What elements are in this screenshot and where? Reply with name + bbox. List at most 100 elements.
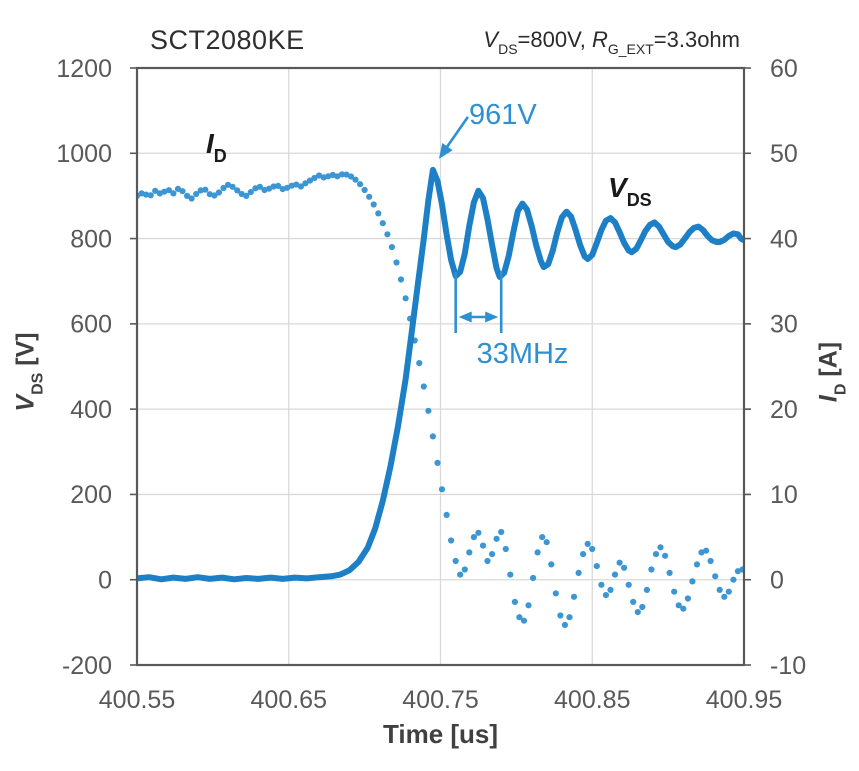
x-tick-label: 400.55 — [99, 686, 175, 714]
y-left-axis-subscript: DS — [29, 372, 47, 395]
vds-curve-subscript: DS — [626, 189, 652, 210]
peak-annotation-arrowhead — [438, 143, 453, 159]
x-axis-title: Time [us] — [382, 719, 499, 749]
id-trace-dot — [493, 535, 500, 542]
id-trace-dot — [443, 511, 450, 518]
ring-measure-arrowhead-right — [485, 311, 499, 323]
trace-group — [136, 166, 745, 629]
y-right-tick-label: 40 — [770, 225, 798, 253]
id-trace-dot — [652, 551, 660, 558]
id-trace-dot — [643, 586, 651, 594]
id-trace-dot — [730, 576, 737, 583]
id-trace-dot — [402, 295, 409, 302]
y-right-tick-label: 50 — [770, 140, 798, 168]
condition-rg-value: =3.3ohm — [653, 27, 740, 52]
id-trace-dot — [630, 598, 637, 606]
id-trace-dot — [648, 566, 655, 573]
y-right-tick-label: -10 — [770, 652, 806, 680]
id-trace-dot — [530, 574, 537, 582]
vds-trace — [136, 166, 745, 583]
x-tick-label: 400.65 — [251, 686, 327, 714]
y-left-tick-label: 600 — [70, 311, 112, 339]
id-trace-dot — [479, 542, 487, 549]
id-trace-dot — [184, 192, 191, 199]
id-trace-dot — [429, 433, 436, 440]
id-trace-dot — [152, 187, 159, 194]
id-trace-dot — [302, 180, 309, 187]
id-trace-dot — [489, 551, 496, 558]
id-trace-dot — [147, 192, 154, 199]
id-trace-dot — [275, 182, 282, 189]
id-trace-dot — [671, 588, 678, 595]
y-left-axis-symbol: V — [11, 394, 40, 412]
id-trace-dot — [566, 614, 573, 621]
vds-curve-label: VDS — [608, 172, 652, 210]
id-trace-dot — [375, 210, 382, 217]
id-trace-dot — [507, 571, 514, 578]
id-trace-dot — [557, 612, 564, 619]
x-tick-label: 400.75 — [402, 686, 478, 714]
id-trace-dot — [143, 191, 150, 198]
id-trace-dot — [438, 486, 446, 493]
id-trace-dot — [357, 181, 364, 188]
id-trace-dot — [675, 602, 682, 609]
id-trace-dot — [170, 190, 177, 197]
id-trace-dot — [202, 186, 209, 193]
id-trace-dot — [361, 186, 368, 194]
id-trace-dot — [338, 171, 345, 178]
x-tick-label: 400.95 — [706, 686, 782, 714]
id-trace-dot — [707, 557, 714, 565]
id-trace-dot — [570, 593, 578, 600]
y-left-axis-title: VDS [V] — [11, 332, 47, 412]
condition-rg-symbol: R — [591, 27, 608, 52]
id-trace-dot — [680, 605, 687, 612]
id-trace-dot — [347, 173, 355, 180]
ring-measure-arrowhead-left — [458, 311, 472, 323]
id-trace-dot — [352, 176, 359, 183]
id-trace-dot — [215, 189, 222, 196]
y-left-tick-label: 1200 — [56, 55, 112, 83]
id-trace-dot — [197, 187, 204, 194]
id-curve-subscript: D — [213, 145, 227, 166]
id-trace-dot — [712, 573, 719, 580]
y-right-axis-subscript: D — [832, 383, 850, 396]
id-trace-dot — [416, 360, 423, 367]
y-left-tick-label: 1000 — [56, 140, 112, 168]
id-curve-symbol: I — [206, 128, 214, 159]
id-trace-dot — [516, 614, 523, 621]
id-trace-dot — [580, 551, 587, 558]
condition-rg-subscript: G_EXT — [607, 41, 654, 58]
id-trace-dot — [470, 534, 477, 541]
id-trace-dot — [311, 174, 318, 182]
id-trace-dot — [452, 557, 459, 565]
y-left-tick-label: 400 — [70, 396, 112, 424]
id-trace-dot — [457, 571, 464, 578]
id-trace-dot — [634, 609, 641, 616]
ringing-frequency-annotation: 33MHz — [476, 338, 569, 370]
chart-title: SCT2080KE — [150, 25, 305, 55]
id-trace-dot — [607, 586, 614, 594]
id-trace-dot — [561, 621, 569, 629]
condition-vds-symbol: V — [483, 27, 499, 52]
id-trace-dot — [297, 183, 304, 190]
id-trace-dot — [625, 581, 632, 588]
y-left-tick-label: 200 — [70, 481, 112, 509]
condition-vds-subscript: DS — [498, 41, 518, 58]
id-trace-dot — [193, 190, 200, 198]
id-trace-dot — [693, 561, 701, 568]
id-trace-dot — [388, 244, 395, 251]
id-trace-dot — [211, 192, 218, 199]
id-curve-label: ID — [206, 128, 227, 166]
id-trace-dot — [179, 188, 186, 195]
y-right-axis-symbol: I — [814, 395, 843, 403]
id-trace-dot — [662, 552, 669, 559]
y-left-tick-label: 800 — [70, 225, 112, 253]
id-trace-dot — [434, 459, 441, 466]
id-trace-dot — [165, 187, 172, 194]
y-right-axis-title: ID [A] — [814, 342, 850, 403]
y-left-tick-label: -200 — [62, 652, 112, 680]
id-trace-dot — [552, 590, 559, 597]
id-trace-dot — [466, 549, 473, 556]
